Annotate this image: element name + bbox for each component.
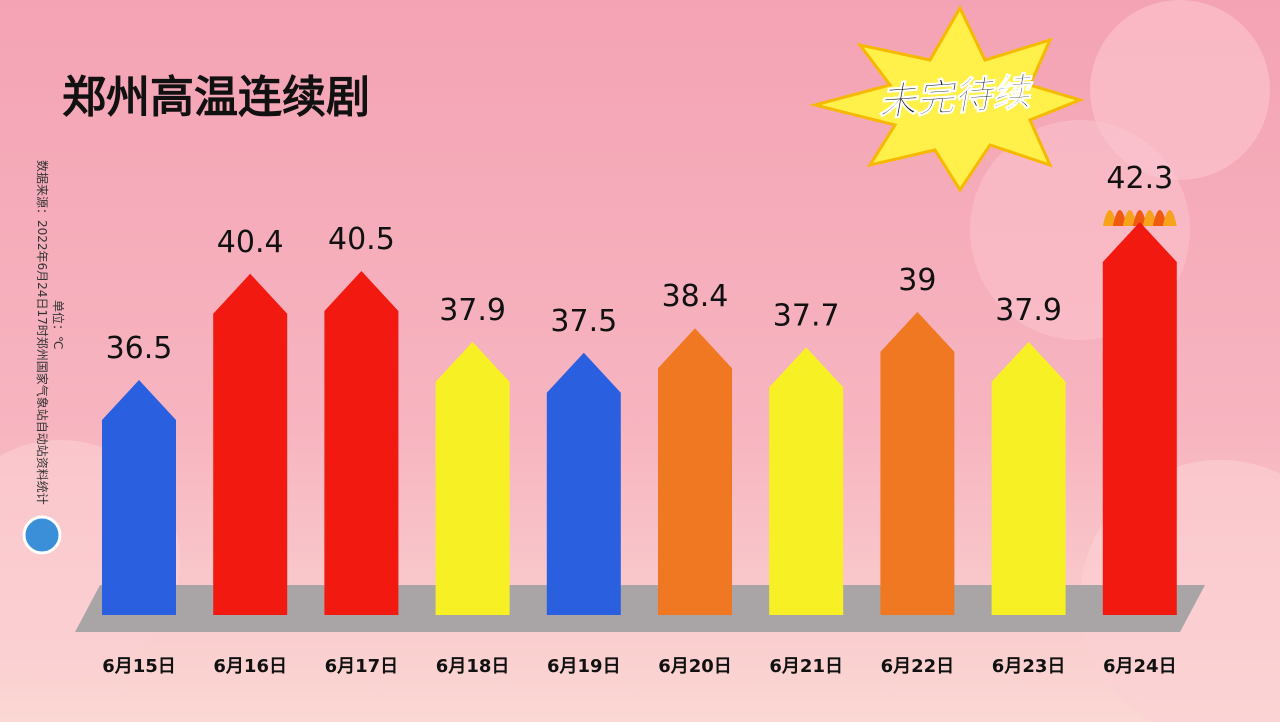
x-tick-label: 6月18日 [436,656,510,677]
flame-tongue [1142,210,1157,226]
flame [1102,210,1177,226]
value-label: 37.7 [773,298,840,333]
flame-tongue [1152,210,1167,226]
flame-tongue [1122,210,1137,226]
value-label: 38.4 [662,279,729,314]
x-tick-label: 6月16日 [213,656,287,677]
x-tick-label: 6月23日 [992,656,1066,677]
unit-note: 单位：℃ [51,300,66,349]
bar [880,311,955,615]
value-label: 40.5 [328,222,395,257]
logo [22,515,62,555]
x-tick-label: 6月22日 [881,656,955,677]
value-label: 42.3 [1106,161,1173,196]
bar [658,328,732,615]
x-tick-label: 6月15日 [102,656,176,677]
x-tick-label: 6月19日 [547,656,621,677]
chart-title: 郑州高温连续剧 [62,72,370,123]
flame-tongue [1102,210,1117,226]
flame-tongue [1112,210,1127,226]
value-label: 36.5 [106,331,173,366]
flame-tongue [1162,210,1177,226]
value-label: 39 [898,263,936,298]
bar [435,341,510,615]
bar [213,273,288,615]
bar [546,352,621,615]
bar [324,271,399,615]
bar [991,341,1066,615]
value-label: 40.4 [217,225,284,260]
flame-tongue [1132,210,1147,226]
badge-burst [809,4,1085,193]
bar [1102,222,1177,615]
x-tick-label: 6月21日 [769,656,843,677]
x-tick-label: 6月17日 [325,656,399,677]
source-note: 数据来源：2022年6月24日17时郑州国家气象站自动站资料统计 [35,160,50,505]
x-tick-label: 6月20日 [658,656,732,677]
bar [102,380,176,615]
value-label: 37.9 [995,293,1062,328]
value-label: 37.9 [439,293,506,328]
bar [769,347,844,615]
x-tick-label: 6月24日 [1103,656,1177,677]
value-label: 37.5 [550,304,617,339]
badge-text: 未完待续 [877,69,1037,124]
